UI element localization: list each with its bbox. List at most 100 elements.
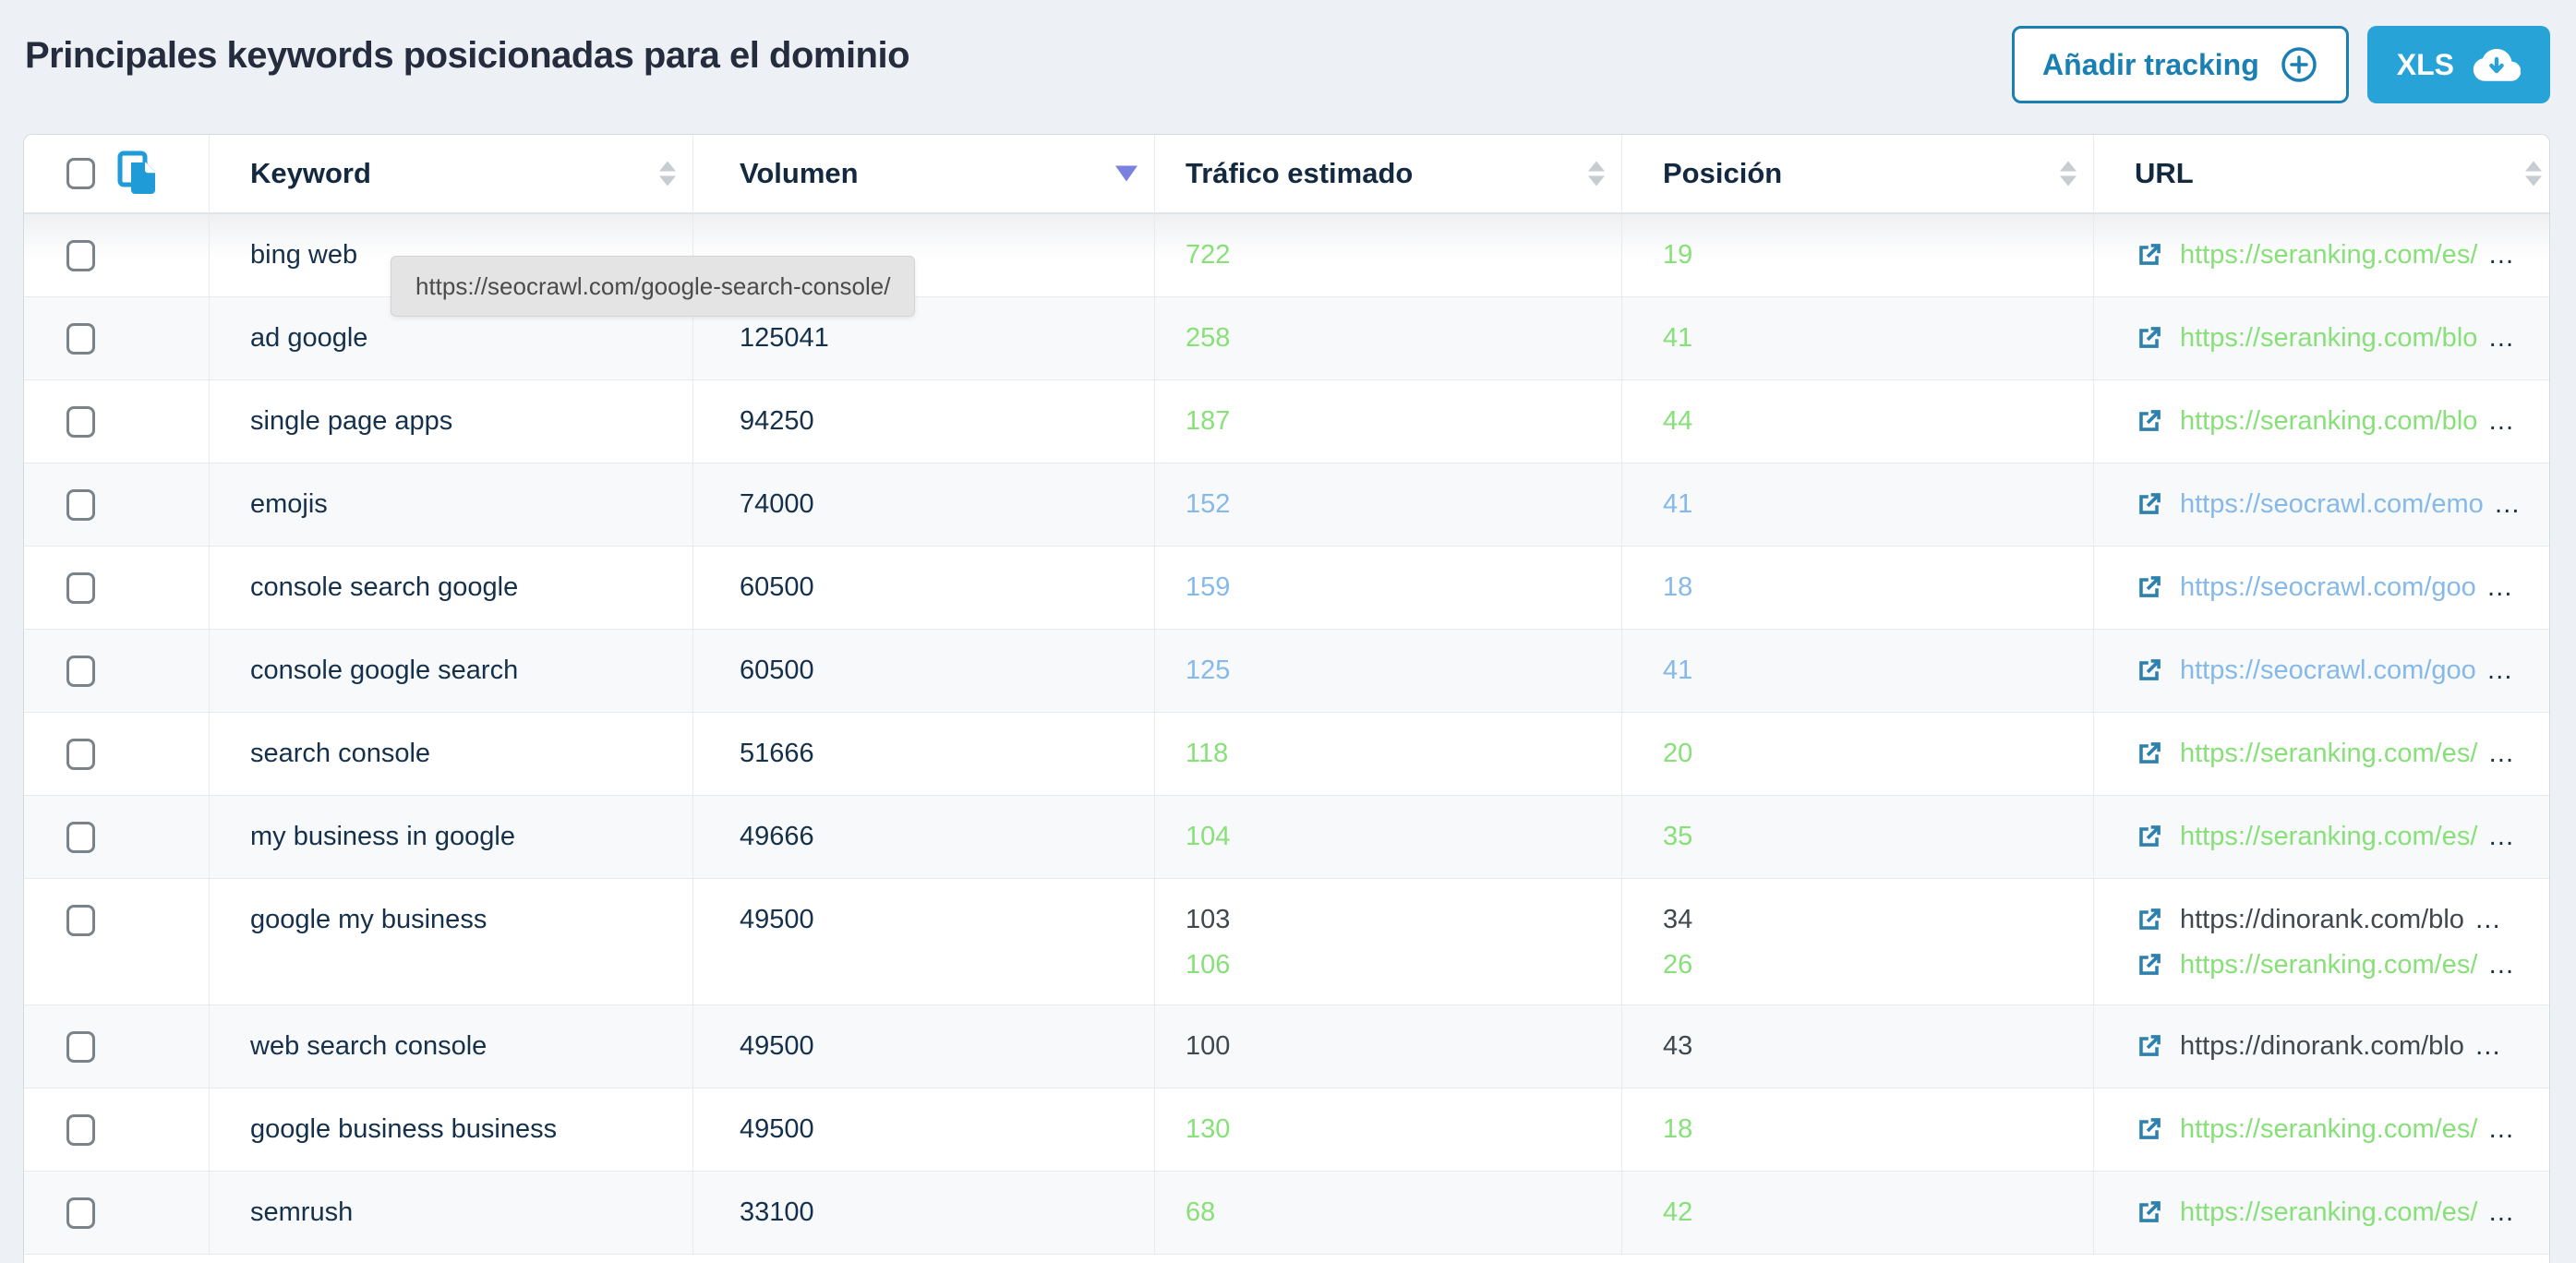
row-checkbox[interactable] <box>66 323 95 355</box>
url-cell: https://seocrawl.com/goo… <box>2094 630 2549 712</box>
external-link-icon[interactable] <box>2134 739 2164 769</box>
row-checkbox[interactable] <box>66 240 95 271</box>
traffic-cell: 68 <box>1155 1172 1622 1254</box>
header-keyword[interactable]: Keyword <box>210 135 693 212</box>
row-checkbox[interactable] <box>66 1114 95 1146</box>
url-line: https://seranking.com/blo… <box>2134 404 2549 438</box>
url-link[interactable]: https://seocrawl.com/goo <box>2180 571 2476 602</box>
url-link[interactable]: https://seranking.com/es/ <box>2180 821 2478 851</box>
volume-cell: 51666 <box>693 713 1155 795</box>
external-link-icon[interactable] <box>2134 1197 2164 1228</box>
keyword-text: console google search <box>250 656 519 685</box>
header-volumen[interactable]: Volumen <box>693 135 1155 212</box>
row-select-cell <box>24 879 210 1004</box>
header-trafico-estimado[interactable]: Tráfico estimado <box>1155 135 1622 212</box>
external-link-icon[interactable] <box>2134 1114 2164 1145</box>
traffic-value: 68 <box>1186 1197 1216 1227</box>
url-link[interactable]: https://seocrawl.com/goo <box>2180 655 2476 685</box>
row-checkbox[interactable] <box>66 1031 95 1063</box>
row-select-cell <box>24 297 210 379</box>
row-checkbox[interactable] <box>66 822 95 853</box>
position-cell: 34 26 <box>1622 879 2094 1004</box>
url-link[interactable]: https://dinorank.com/blo <box>2180 904 2464 934</box>
external-link-icon[interactable] <box>2134 572 2164 603</box>
position-value: 26 <box>1663 950 1693 980</box>
traffic-cell: 152 <box>1155 463 1622 546</box>
url-line: https://seranking.com/es/ … <box>2134 1113 2549 1146</box>
position-value: 42 <box>1663 1197 1693 1227</box>
volume-value: 49500 <box>740 905 814 934</box>
keyword-cell: bing web <box>210 214 693 296</box>
row-checkbox[interactable] <box>66 489 95 521</box>
traffic-value: 106 <box>1186 950 1231 980</box>
header-url[interactable]: URL <box>2094 135 2549 212</box>
url-line: https://seranking.com/es/ … <box>2134 238 2549 271</box>
row-checkbox[interactable] <box>66 1197 95 1229</box>
url-link[interactable]: https://seranking.com/es/ <box>2180 1197 2478 1227</box>
position-value: 18 <box>1663 572 1693 602</box>
url-link[interactable]: https://seranking.com/es/ <box>2180 239 2478 270</box>
table-header-row: Keyword Volumen Tráfico estimado Posició… <box>24 135 2549 214</box>
position-value: 34 <box>1663 905 1693 934</box>
position-cell: 42 <box>1622 1172 2094 1254</box>
external-link-icon[interactable] <box>2134 323 2164 354</box>
external-link-icon[interactable] <box>2134 489 2164 520</box>
url-link[interactable]: https://seranking.com/blo <box>2180 405 2478 436</box>
url-link[interactable]: https://seranking.com/es/ <box>2180 1113 2478 1144</box>
url-ellipsis: … <box>2487 1113 2517 1144</box>
traffic-cell: 722 <box>1155 214 1622 296</box>
row-checkbox[interactable] <box>66 739 95 770</box>
url-line: https://seranking.com/es/… <box>2134 737 2549 770</box>
external-link-icon[interactable] <box>2134 822 2164 852</box>
url-ellipsis: … <box>2487 949 2517 980</box>
position-cell: 41 <box>1622 297 2094 379</box>
row-checkbox[interactable] <box>66 656 95 687</box>
copy-icon[interactable] <box>116 150 163 198</box>
keyword-cell: ad google <box>210 297 693 379</box>
position-cell: 18 <box>1622 1089 2094 1171</box>
url-ellipsis: … <box>2487 239 2517 270</box>
row-checkbox[interactable] <box>66 406 95 438</box>
position-cell: 43 <box>1622 1005 2094 1088</box>
add-tracking-button[interactable]: Añadir tracking <box>2012 26 2349 103</box>
external-link-icon[interactable] <box>2134 950 2164 980</box>
row-checkbox[interactable] <box>66 905 95 936</box>
keyword-text: my business in google <box>250 822 515 851</box>
url-ellipsis: … <box>2487 322 2517 353</box>
keyword-text: web search console <box>250 1031 488 1061</box>
keyword-text: google business business <box>250 1114 558 1144</box>
row-select-cell <box>24 547 210 629</box>
url-link[interactable]: https://seranking.com/es/ <box>2180 949 2478 980</box>
url-link[interactable]: https://seocrawl.com/emo <box>2180 488 2484 519</box>
position-value: 35 <box>1663 822 1693 851</box>
row-checkbox[interactable] <box>66 572 95 604</box>
volume-value: 125041 <box>740 323 829 353</box>
url-ellipsis: … <box>2487 821 2517 851</box>
row-select-cell <box>24 713 210 795</box>
traffic-value: 125 <box>1186 656 1231 685</box>
url-cell: https://dinorank.com/blo … https://seranki… <box>2094 879 2549 1004</box>
url-link[interactable]: https://seranking.com/blo <box>2180 322 2478 353</box>
xls-export-button[interactable]: XLS <box>2366 26 2550 103</box>
url-line: https://dinorank.com/blo … <box>2134 903 2549 936</box>
position-cell: 44 <box>1622 380 2094 463</box>
external-link-icon[interactable] <box>2134 1031 2164 1062</box>
select-all-checkbox[interactable] <box>66 158 95 189</box>
keyword-text: console search google <box>250 572 519 602</box>
traffic-cell: 187 <box>1155 380 1622 463</box>
sort-icons <box>659 161 676 186</box>
header-posicion[interactable]: Posición <box>1622 135 2094 212</box>
external-link-icon[interactable] <box>2134 406 2164 437</box>
volume-value: 49666 <box>740 822 814 851</box>
url-link[interactable]: https://dinorank.com/blo <box>2180 1030 2464 1061</box>
url-link[interactable]: https://seranking.com/es/ <box>2180 738 2478 768</box>
external-link-icon[interactable] <box>2134 905 2164 935</box>
url-ellipsis: … <box>2474 904 2503 934</box>
volume-cell: 49500 <box>693 1005 1155 1088</box>
row-select-cell <box>24 463 210 546</box>
keyword-text: semrush <box>250 1197 354 1227</box>
external-link-icon[interactable] <box>2134 656 2164 686</box>
keyword-cell: search console <box>210 713 693 795</box>
keyword-cell: my business in google <box>210 796 693 878</box>
external-link-icon[interactable] <box>2134 240 2164 271</box>
